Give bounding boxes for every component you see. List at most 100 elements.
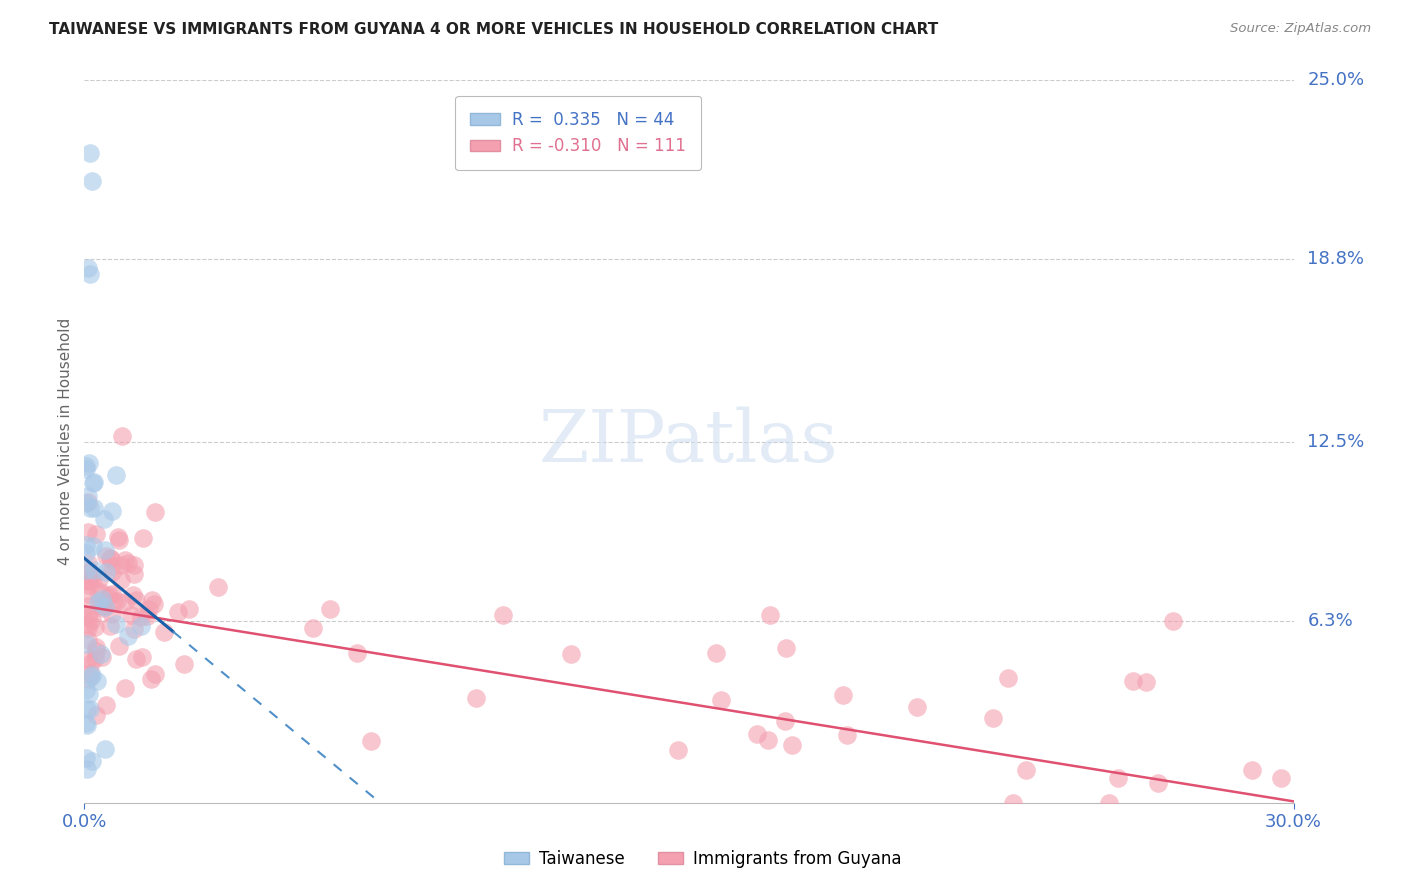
Point	[77, 632, 100, 647]
Point	[79, 665, 101, 680]
Point	[76, 636, 98, 650]
Point	[143, 505, 166, 519]
Point	[105, 617, 128, 632]
Point	[139, 672, 162, 686]
Point	[84, 620, 107, 634]
Point	[775, 641, 797, 656]
Text: 6.3%: 6.3%	[1308, 612, 1353, 630]
Point	[75, 716, 97, 731]
Point	[77, 599, 100, 613]
Point	[86, 640, 108, 654]
Point	[76, 489, 98, 503]
Point	[83, 501, 105, 516]
Point	[79, 574, 101, 588]
Point	[1147, 776, 1170, 790]
Point	[121, 588, 143, 602]
Point	[107, 531, 129, 545]
Text: TAIWANESE VS IMMIGRANTS FROM GUYANA 4 OR MORE VEHICLES IN HOUSEHOLD CORRELATION : TAIWANESE VS IMMIGRANTS FROM GUYANA 4 OR…	[49, 22, 938, 37]
Point	[101, 504, 124, 518]
Point	[758, 607, 780, 622]
Text: 12.5%: 12.5%	[1308, 433, 1365, 450]
Point	[560, 648, 582, 662]
Point	[77, 577, 100, 591]
Point	[87, 585, 110, 599]
Point	[75, 539, 97, 553]
Point	[84, 708, 107, 723]
Point	[141, 592, 163, 607]
Point	[94, 600, 117, 615]
Point	[79, 702, 101, 716]
Point	[77, 261, 100, 276]
Point	[110, 573, 132, 587]
Point	[101, 607, 124, 621]
Point	[83, 651, 105, 665]
Point	[125, 652, 148, 666]
Point	[465, 691, 488, 706]
Point	[77, 607, 100, 621]
Point	[1270, 772, 1292, 786]
Point	[82, 572, 104, 586]
Point	[82, 539, 104, 553]
Point	[77, 574, 100, 588]
Point	[105, 594, 128, 608]
Point	[346, 646, 368, 660]
Point	[76, 762, 98, 776]
Point	[129, 618, 152, 632]
Point	[77, 494, 100, 508]
Point	[153, 625, 176, 640]
Point	[82, 174, 104, 188]
Point	[94, 565, 117, 579]
Point	[122, 558, 145, 573]
Point	[1122, 674, 1144, 689]
Point	[114, 553, 136, 567]
Point	[780, 739, 803, 753]
Point	[835, 728, 858, 742]
Point	[77, 652, 100, 666]
Point	[77, 672, 100, 686]
Point	[492, 607, 515, 622]
Point	[80, 657, 103, 671]
Point	[167, 606, 190, 620]
Point	[75, 546, 97, 560]
Point	[79, 500, 101, 515]
Point	[98, 618, 121, 632]
Point	[132, 531, 155, 545]
Point	[80, 569, 103, 583]
Point	[138, 602, 160, 616]
Point	[83, 563, 105, 577]
Point	[108, 533, 131, 548]
Y-axis label: 4 or more Vehicles in Household: 4 or more Vehicles in Household	[58, 318, 73, 566]
Point	[100, 558, 122, 573]
Point	[77, 457, 100, 471]
Point	[773, 714, 796, 729]
Point	[997, 671, 1019, 685]
Point	[89, 598, 111, 612]
Point	[745, 727, 768, 741]
Point	[91, 601, 114, 615]
Point	[77, 687, 100, 701]
Point	[83, 475, 105, 489]
Point	[86, 673, 108, 688]
Point	[177, 602, 200, 616]
Point	[360, 734, 382, 748]
Point	[111, 428, 134, 442]
Point	[93, 512, 115, 526]
Point	[121, 608, 143, 623]
Point	[905, 700, 928, 714]
Point	[82, 475, 104, 490]
Point	[1015, 763, 1038, 777]
Text: Source: ZipAtlas.com: Source: ZipAtlas.com	[1230, 22, 1371, 36]
Point	[131, 649, 153, 664]
Point	[100, 552, 122, 566]
Point	[1240, 763, 1263, 777]
Point	[84, 644, 107, 658]
Point	[143, 667, 166, 681]
Point	[301, 621, 323, 635]
Point	[76, 718, 98, 732]
Point	[107, 639, 129, 653]
Point	[87, 594, 110, 608]
Point	[122, 622, 145, 636]
Point	[710, 693, 733, 707]
Point	[96, 698, 118, 712]
Point	[75, 459, 97, 474]
